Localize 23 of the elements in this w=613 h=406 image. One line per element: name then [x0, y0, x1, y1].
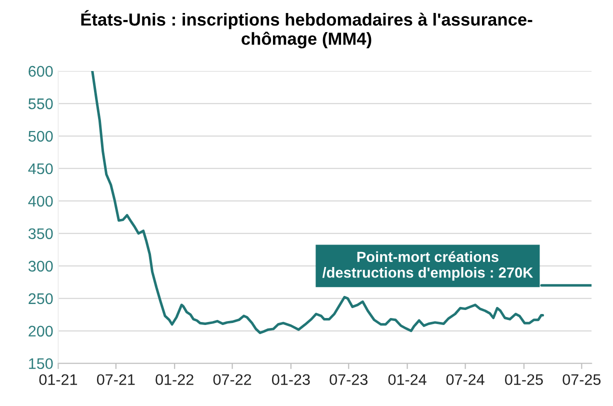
y-tick-label: 500 — [28, 130, 53, 142]
x-tick-label: 01-24 — [388, 374, 426, 386]
line-series — [91, 71, 544, 334]
y-tick-label: 400 — [28, 196, 53, 207]
y-tick-label: 450 — [28, 163, 53, 174]
chart-title: États-Unis : inscriptions hebdomadaires à l'assurance- chômage (MM4) — [81, 10, 532, 48]
y-tick-label: 300 — [28, 260, 53, 272]
annotation: Point-mort créations /destructions d'emplois : 270K — [322, 251, 534, 281]
x-tick-label: 01-22 — [156, 374, 194, 386]
y-tick-label: 550 — [28, 98, 53, 110]
y-tick-label: 150 — [29, 358, 53, 370]
x-tick-label: 07-23 — [330, 374, 368, 386]
y-tick-label: 200 — [28, 326, 53, 337]
x-tick-label: 07-21 — [96, 374, 135, 386]
x-tick-label: 01-21 — [39, 374, 78, 386]
y-tick-label: 600 — [28, 66, 53, 77]
y-tick-label: 350 — [28, 228, 53, 240]
x-tick-label: 07-24 — [446, 374, 484, 386]
x-tick-label: 01-25 — [505, 374, 543, 386]
x-tick-label: 07-25 — [562, 374, 601, 386]
x-tick-label: 07-22 — [213, 374, 252, 386]
y-tick-label: 250 — [28, 293, 53, 304]
x-tick-label: 01-23 — [272, 374, 310, 386]
